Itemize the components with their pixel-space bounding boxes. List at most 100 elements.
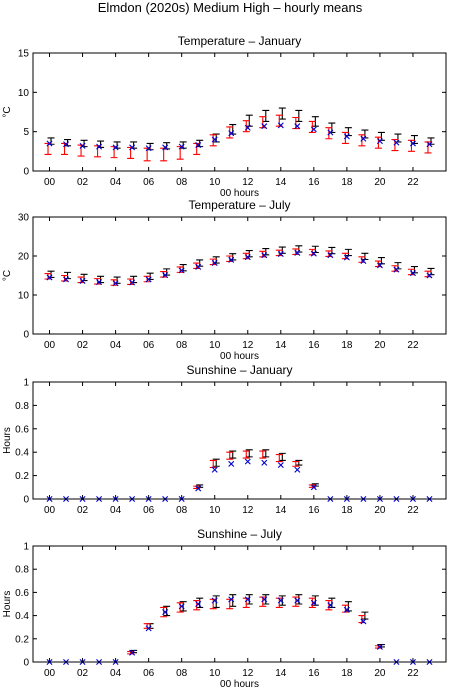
panel-2-series-3-point: [228, 256, 235, 263]
panel-1-series-3-point: [327, 129, 334, 136]
panel-4-series-2-errorbar: [325, 599, 333, 611]
panel-3-series-3-point: [211, 466, 218, 473]
panel-3-y-axis-label: Hours: [2, 427, 13, 454]
panel-4-series-3-point: [261, 596, 268, 603]
panel-3-series-3-point: [195, 485, 202, 492]
panel-3-series-3-point: [310, 484, 317, 491]
panel-1-x-tick-label: 20: [374, 177, 386, 188]
panel-4-series-3-point: [310, 599, 317, 606]
panel-2-series-3-point: [360, 258, 367, 265]
panel-1-series-3-point: [162, 144, 169, 151]
panel-4-x-tick-label: 12: [242, 668, 254, 679]
panel-3-series-2-errorbar: [242, 450, 250, 459]
panel-4-y-tick-label: 0.2: [15, 634, 29, 645]
panel-2-x-tick-label: 14: [275, 340, 287, 351]
panel-2-series-3-point: [409, 270, 416, 277]
panel-4-y-tick-label: 0.6: [15, 588, 29, 599]
panel-1-series-1-errorbar: [278, 107, 286, 120]
panel-1-series-3-point: [310, 126, 317, 133]
panel-1-x-tick-label: 22: [407, 177, 419, 188]
panel-2-series-3-point: [162, 272, 169, 279]
panel-2-x-tick-label: 22: [407, 340, 419, 351]
panel-4-series-3-point: [376, 643, 383, 650]
panel-1-x-tick-label: 08: [176, 177, 188, 188]
panel-2-x-tick-label: 18: [341, 340, 353, 351]
panel-2-series-3-point: [129, 279, 136, 286]
panel-4-series-1-errorbar: [278, 595, 286, 606]
panel-1-series-3-point: [178, 143, 185, 150]
panel-2-y-axis-label: °C: [2, 270, 13, 281]
panel-1-series-3-point: [244, 124, 251, 131]
panel-1-y-tick-label: 15: [18, 49, 30, 60]
panel-2-series-3-point: [178, 267, 185, 274]
panel-4-series-3-point: [244, 596, 251, 603]
panel-2-series-3-point: [195, 263, 202, 270]
panel-2-x-tick-label: 20: [374, 340, 386, 351]
panel-4-x-tick-label: 10: [209, 668, 221, 679]
panel-3-y-tick-label: 0.2: [15, 471, 29, 482]
panel-2-series-3-point: [63, 276, 70, 283]
panel-1-series-3-point: [426, 141, 433, 148]
panel-1-series-3-point: [46, 140, 53, 147]
panel-4-series-3-point: [228, 596, 235, 603]
panel-2-series-3-point: [393, 266, 400, 273]
panel-1-series-3-point: [211, 136, 218, 143]
panel-2-series-3-point: [426, 272, 433, 279]
panel-1-x-tick-label: 04: [110, 177, 122, 188]
panel-2-title: Temperature – July: [188, 198, 290, 212]
panel-2-x-tick-label: 00: [44, 340, 56, 351]
panel-1-x-tick-label: 10: [209, 177, 221, 188]
panel-2-y-tick-label: 10: [18, 291, 30, 302]
panel-4-x-tick-label: 14: [275, 668, 287, 679]
panel-3-y-tick-label: 0: [23, 495, 29, 506]
panel-1-title: Temperature – January: [178, 34, 301, 48]
panel-1-x-tick-label: 18: [341, 177, 353, 188]
panel-3-x-tick-label: 08: [176, 505, 188, 516]
panel-2-series-3-point: [46, 274, 53, 281]
panel-1-series-3-point: [96, 143, 103, 150]
panel-4-y-tick-label: 0.4: [15, 611, 29, 622]
panel-1-series-2-errorbar: [424, 141, 432, 154]
panel-2-y-tick-label: 20: [18, 252, 30, 263]
panel-1-series-3-point: [360, 135, 367, 142]
panel-4-series-2-errorbar: [160, 606, 168, 618]
panel-1-y-tick-label: 10: [18, 88, 30, 99]
panel-4-x-tick-label: 02: [77, 668, 89, 679]
panel-2-series-3-point: [145, 276, 152, 283]
panel-3-x-tick-label: 06: [143, 505, 155, 516]
panel-1-series-3-point: [261, 123, 268, 130]
panel-1-x-axis-label: 00 hours: [220, 188, 259, 199]
panel-4-series-3-point: [195, 601, 202, 607]
panel-3-series-2-errorbar: [226, 451, 234, 460]
panel-3-series-2-errorbar: [275, 453, 283, 463]
panel-2-x-axis-label: 00 hours: [220, 351, 259, 362]
panel-2-series-3-point: [112, 280, 119, 287]
panel-4-series-3-point: [162, 609, 169, 616]
panel-2-x-tick-label: 08: [176, 340, 188, 351]
panel-2-x-tick-label: 12: [242, 340, 254, 351]
panel-4-series-2-errorbar: [308, 597, 316, 609]
panel-1-series-3-point: [79, 142, 86, 149]
panel-4-x-tick-label: 00: [44, 668, 56, 679]
panel-2-series-3-point: [261, 252, 268, 259]
panel-1-series-3-point: [277, 122, 284, 129]
panel-4-frame: [32, 545, 447, 663]
panel-1-x-tick-label: 12: [242, 177, 254, 188]
panel-3-series-3-point: [261, 459, 268, 466]
panel-3-x-tick-label: 10: [209, 505, 221, 516]
panel-1-series-3-point: [195, 142, 202, 149]
panel-3-frame: [32, 381, 447, 500]
panel-1-series-1-errorbar: [295, 109, 303, 122]
panel-2-x-tick-label: 16: [308, 340, 320, 351]
panel-2-series-3-point: [244, 254, 251, 261]
panel-2-x-tick-label: 02: [77, 340, 89, 351]
panel-4-series-3-point: [294, 597, 301, 604]
panel-4-x-tick-label: 16: [308, 668, 320, 679]
panel-1-series-1-errorbar: [262, 109, 270, 122]
panel-1-y-tick-label: 0: [23, 167, 29, 178]
figure-title: Elmdon (2020s) Medium High – hourly mean…: [97, 0, 363, 15]
panel-3-series-3-point: [277, 462, 284, 469]
panel-1-series-3-point: [376, 138, 383, 145]
panel-3-x-tick-label: 04: [110, 505, 122, 516]
panel-4-x-tick-label: 18: [341, 668, 353, 679]
